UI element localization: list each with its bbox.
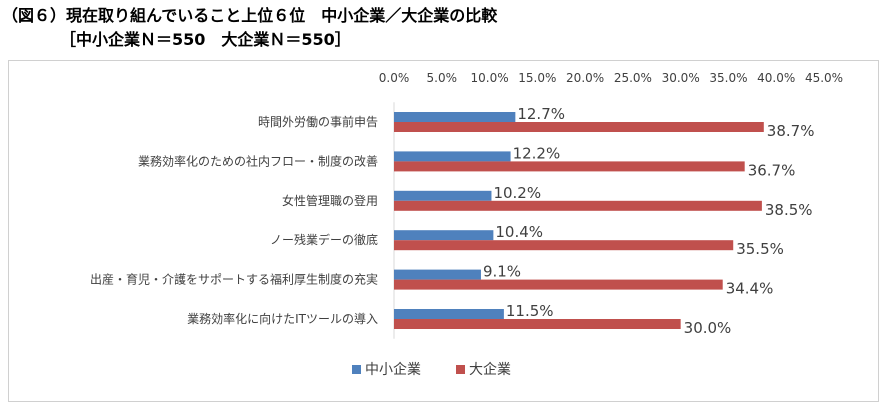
bar-sme xyxy=(394,309,504,319)
x-tick-label: 30.0% xyxy=(662,71,700,85)
bar-large xyxy=(394,122,764,132)
legend-label-sme: 中小企業 xyxy=(365,361,421,378)
data-label-large: 38.7% xyxy=(767,122,815,140)
category-label: 女性管理職の登用 xyxy=(282,193,378,208)
x-tick-label: 5.0% xyxy=(427,71,458,85)
category-label: 業務効率化のための社内フロー・制度の改善 xyxy=(138,153,378,168)
category-label: 時間外労働の事前申告 xyxy=(258,114,378,129)
data-label-large: 30.0% xyxy=(684,319,732,337)
data-label-sme: 11.5% xyxy=(506,302,554,320)
bar-large xyxy=(394,240,734,251)
x-tick-label: 10.0% xyxy=(470,71,508,85)
bar-large xyxy=(394,161,745,172)
x-tick-label: 15.0% xyxy=(518,71,556,85)
bar-sme xyxy=(394,151,511,162)
data-label-sme: 10.2% xyxy=(493,184,541,202)
data-label-large: 38.5% xyxy=(765,201,813,219)
category-label: ノー残業デーの徹底 xyxy=(270,232,378,247)
x-tick-label: 45.0% xyxy=(805,71,843,85)
bar-sme xyxy=(394,269,481,280)
category-label: 出産・育児・介護をサポートする福利厚生制度の充実 xyxy=(90,272,378,287)
bar-large xyxy=(394,200,762,211)
title-line-1: （図６）現在取り組んでいること上位６位 中小企業／大企業の比較 xyxy=(2,6,498,25)
chart-title: （図６）現在取り組んでいること上位６位 中小企業／大企業の比較 ［中小企業Ｎ＝5… xyxy=(2,4,497,52)
data-label-large: 34.4% xyxy=(726,280,774,298)
x-tick-label: 35.0% xyxy=(709,71,747,85)
x-tick-label: 20.0% xyxy=(566,71,604,85)
data-label-large: 35.5% xyxy=(736,240,784,258)
data-label-sme: 12.7% xyxy=(517,105,565,123)
bar-sme xyxy=(394,190,492,201)
category-label: 業務効率化に向けたITツールの導入 xyxy=(187,311,378,326)
x-tick-label: 0.0% xyxy=(379,71,410,85)
data-label-large: 36.7% xyxy=(748,161,796,179)
bar-sme xyxy=(394,230,494,241)
legend-swatch-sme xyxy=(352,365,361,374)
title-line-2: ［中小企業Ｎ＝550 大企業Ｎ＝550］ xyxy=(60,30,351,49)
data-label-sme: 9.1% xyxy=(483,263,521,281)
data-label-sme: 12.2% xyxy=(513,144,561,162)
bar-large xyxy=(394,319,681,329)
data-label-sme: 10.4% xyxy=(495,223,543,241)
legend-label-large: 大企業 xyxy=(469,361,511,378)
x-tick-label: 25.0% xyxy=(614,71,652,85)
bar-large xyxy=(394,279,723,290)
legend-swatch-large xyxy=(456,365,465,374)
x-tick-label: 40.0% xyxy=(757,71,795,85)
bar-sme xyxy=(394,112,516,122)
